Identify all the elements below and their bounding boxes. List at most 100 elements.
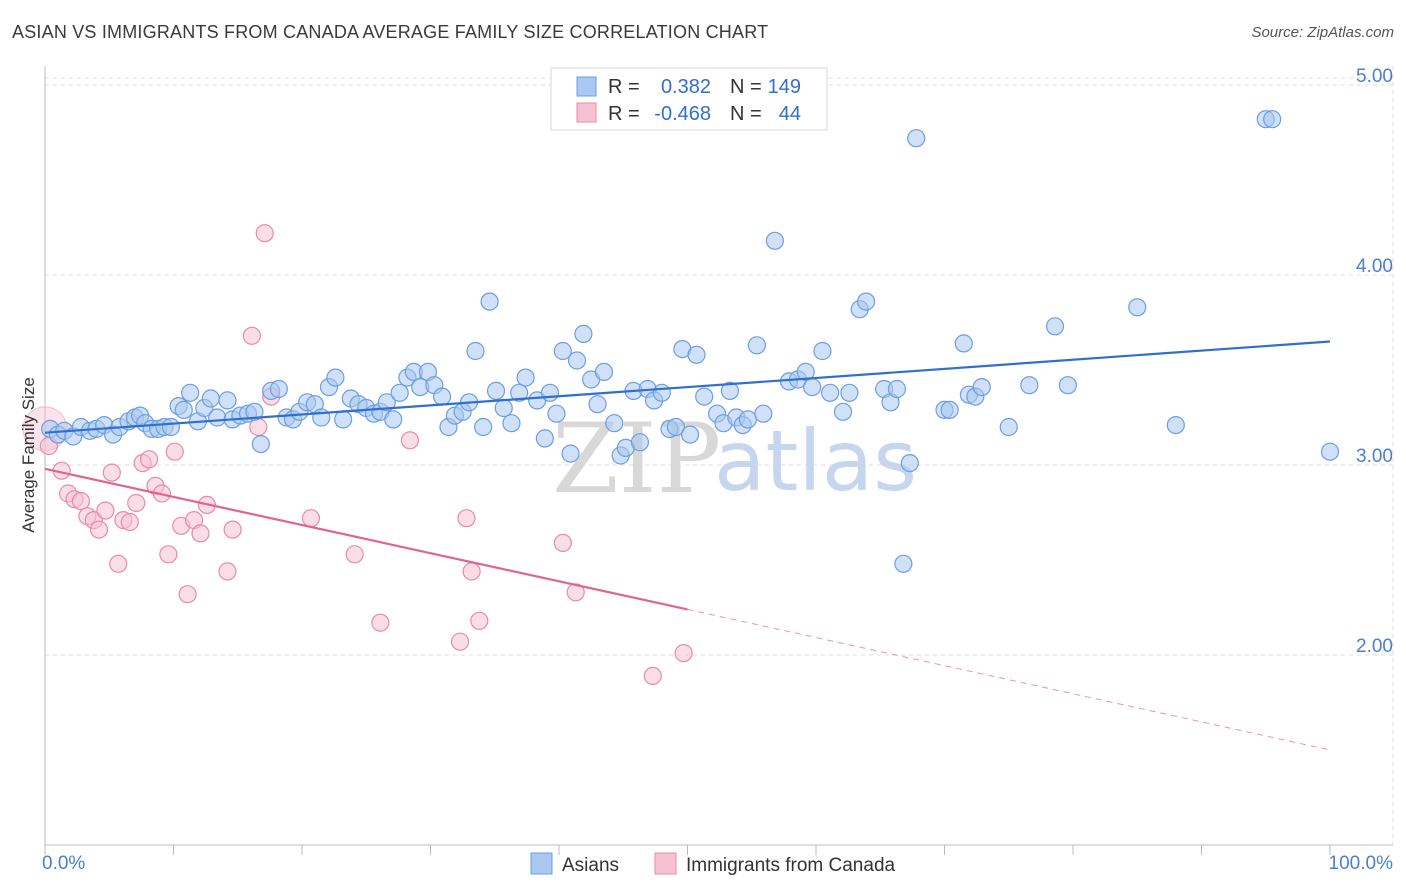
- legend-swatch-canada: [576, 102, 597, 123]
- scatter-point: [371, 613, 390, 632]
- scatter-point: [720, 381, 740, 400]
- scatter-point: [940, 400, 959, 419]
- scatter-point: [223, 520, 242, 539]
- scatter-point: [999, 417, 1018, 437]
- legend-n-label-2: N =: [730, 103, 762, 125]
- scatter-point: [674, 643, 693, 663]
- axes: [44, 66, 1393, 855]
- scatter-point: [605, 414, 624, 433]
- scatter-point: [120, 512, 139, 532]
- scatter-point: [821, 383, 840, 402]
- scatter-point: [887, 379, 907, 399]
- scatter-point: [840, 383, 859, 402]
- chart-title: ASIAN VS IMMIGRANTS FROM CANADA AVERAGE …: [12, 22, 769, 42]
- scatter-point: [161, 417, 181, 437]
- scatter-point: [502, 414, 521, 433]
- scatter-point: [89, 520, 109, 539]
- scatter-point: [738, 410, 757, 429]
- scatter-point: [242, 326, 261, 345]
- scatter-point: [857, 292, 876, 311]
- scatter-point: [462, 562, 481, 581]
- scatter-point: [566, 583, 585, 602]
- bottom-legend-label-canada: Immigrants from Canada: [686, 855, 896, 876]
- data-points: [22, 110, 1340, 686]
- scatter-point: [630, 433, 650, 452]
- legend: R = 0.382 N = 149 R = -0.468 N = 44: [550, 67, 828, 131]
- y-tick-labels: 2.00 3.00 4.00 5.00: [1356, 66, 1393, 657]
- scatter-point: [553, 533, 572, 553]
- scatter-point: [301, 509, 321, 528]
- legend-r-label-2: R =: [608, 103, 640, 125]
- legend-swatch-asians: [576, 76, 597, 97]
- y-tick-label: 5.00: [1356, 66, 1393, 87]
- bottom-legend-swatch-asians: [530, 852, 553, 875]
- scatter-point: [594, 362, 614, 381]
- scatter-point: [652, 383, 671, 402]
- legend-r-label-1: R =: [608, 76, 640, 98]
- scatter-point: [159, 545, 178, 564]
- trend-line-extension: [687, 608, 1331, 751]
- scatter-point: [165, 442, 184, 461]
- legend-box: [550, 67, 828, 131]
- scatter-point: [245, 402, 264, 421]
- scatter-point: [588, 395, 607, 414]
- scatter-point: [494, 398, 513, 418]
- scatter-point: [954, 334, 973, 353]
- scatter-point: [400, 431, 420, 450]
- grid-lines: [45, 66, 1394, 845]
- scatter-point: [561, 444, 580, 463]
- bottom-legend: Asians Immigrants from Canada: [530, 852, 896, 876]
- y-axis-label: Average Family Size: [19, 377, 38, 533]
- scatter-point: [181, 383, 200, 402]
- scatter-point: [796, 362, 815, 381]
- scatter-point: [972, 378, 991, 397]
- scatter-point: [127, 493, 146, 513]
- trend-line: [44, 467, 688, 611]
- scatter-point: [553, 341, 572, 361]
- scatter-point: [474, 417, 493, 437]
- watermark: ZIP atlas: [552, 403, 917, 515]
- scatter-point: [208, 408, 227, 427]
- scatter-point: [377, 393, 396, 412]
- scatter-point: [326, 368, 345, 387]
- scatter-point: [218, 562, 237, 581]
- scatter-point: [754, 404, 773, 423]
- scatter-point: [894, 554, 913, 573]
- scatter-point: [312, 408, 331, 427]
- scatter-point: [516, 368, 535, 387]
- scatter-point: [813, 341, 832, 361]
- scatter-point: [907, 129, 926, 148]
- scatter-point: [900, 454, 919, 473]
- scatter-point: [1058, 376, 1077, 395]
- scatter-point: [486, 381, 506, 400]
- scatter-point: [345, 545, 364, 564]
- scatter-point: [466, 341, 485, 361]
- legend-n-value-1: 149: [768, 76, 801, 98]
- scatter-point: [457, 509, 476, 528]
- scatter-point: [102, 463, 121, 482]
- scatter-point: [687, 345, 706, 364]
- scatter-point: [540, 383, 560, 402]
- y-tick-label: 2.00: [1356, 636, 1393, 657]
- scatter-point: [803, 378, 822, 397]
- scatter-point: [480, 292, 499, 311]
- chart-source: Source: ZipAtlas.com: [1251, 24, 1394, 41]
- scatter-point: [269, 379, 288, 399]
- bottom-legend-label-asians: Asians: [562, 855, 619, 876]
- scatter-point: [666, 417, 686, 437]
- scatter-point: [178, 585, 197, 604]
- scatter-point: [450, 632, 470, 651]
- trend-line: [44, 340, 1331, 434]
- scatter-point: [432, 387, 452, 406]
- scatter-point: [71, 492, 91, 511]
- scatter-point: [833, 402, 853, 421]
- scatter-point: [1166, 416, 1185, 435]
- legend-r-value-1: 0.382: [661, 76, 711, 98]
- scatter-point: [535, 429, 554, 448]
- watermark-zip: ZIP: [552, 403, 721, 515]
- scatter-point: [643, 666, 662, 686]
- scatter-point: [384, 410, 403, 429]
- scatter-point: [139, 450, 159, 469]
- scatter-point: [695, 387, 714, 406]
